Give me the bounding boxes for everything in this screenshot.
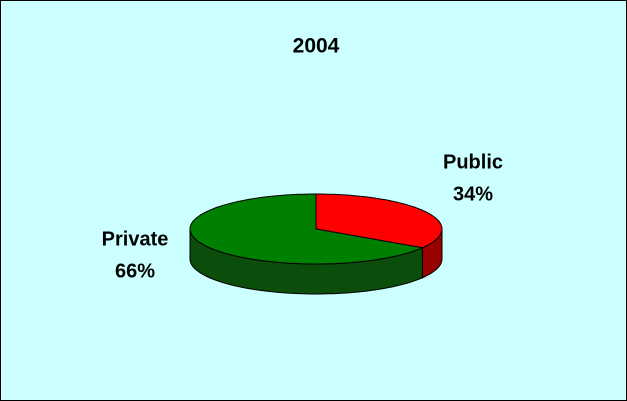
slice [189, 193, 425, 265]
value-label: 66% [115, 260, 155, 282]
category-label: Private [102, 228, 169, 250]
category-label: Public [443, 151, 503, 173]
value-label: 34% [453, 183, 493, 205]
chart-title: 2004 [293, 35, 340, 58]
